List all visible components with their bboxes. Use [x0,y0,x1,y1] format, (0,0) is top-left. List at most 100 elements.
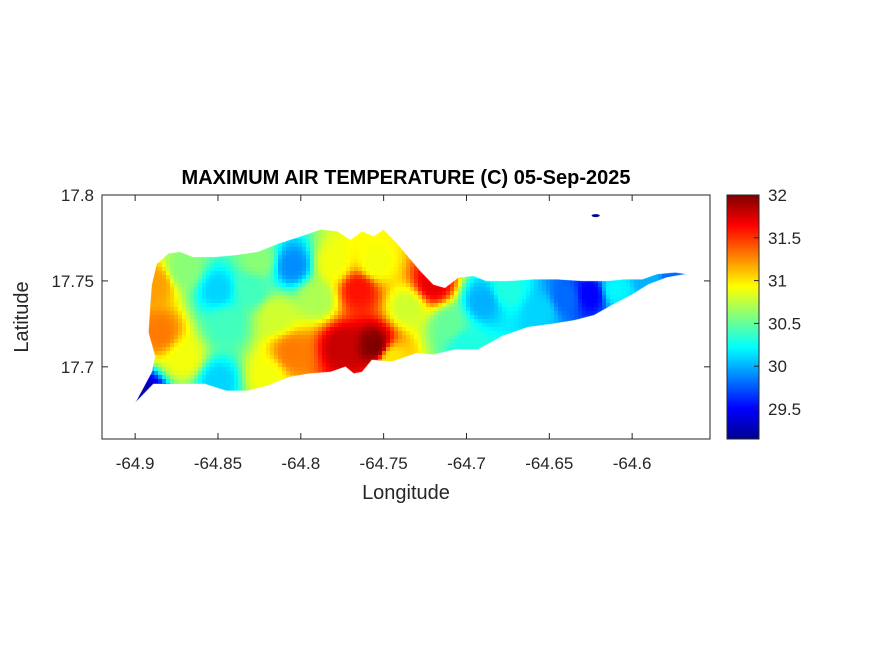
heat-cell [182,271,187,276]
heat-cell [366,243,371,248]
heat-cell [394,251,399,256]
heat-cell [454,287,459,292]
heat-cell [186,255,191,260]
heat-cell [418,271,423,276]
heat-cell [234,295,239,300]
heat-cell [198,287,203,292]
heat-cell [526,295,531,300]
heat-cell [374,239,379,244]
heat-cell [322,347,327,352]
heat-cell [342,351,347,356]
heat-cell [390,303,395,308]
heat-cell [182,347,187,352]
heat-cell [162,271,167,276]
heat-cell [266,371,271,376]
heat-cell [306,331,311,336]
heat-cell [430,311,435,316]
heat-cell [482,299,487,304]
heat-cell [294,343,299,348]
heat-cell [350,283,355,288]
heat-cell [234,279,239,284]
heat-cell [382,355,387,360]
heat-cell [194,363,199,368]
heat-cell [194,351,199,356]
heat-cell [218,363,223,368]
heat-cell [262,323,267,328]
heat-cell [154,367,159,372]
heat-cell [362,351,367,356]
heat-cell [502,311,507,316]
heat-cell [238,367,243,372]
heat-cell [254,271,259,276]
heat-cell [170,283,175,288]
heat-cell [258,263,263,268]
heat-cell [346,247,351,252]
heat-cell [374,251,379,256]
heat-cell [450,299,455,304]
heat-cell [510,319,515,324]
heat-cell [170,339,175,344]
heat-cell [454,279,459,284]
heat-cell [238,355,243,360]
heat-cell [254,311,259,316]
heat-cell [218,311,223,316]
heat-cell [202,275,207,280]
heat-cell [190,371,195,376]
heat-cell [162,371,167,376]
heat-cell [242,299,247,304]
heat-cell [154,347,159,352]
heat-cell [522,319,527,324]
heat-cell [294,339,299,344]
heat-cell [202,295,207,300]
heat-cell [494,291,499,296]
heat-cell [222,375,227,380]
heat-cell [514,319,519,324]
heat-cell [166,343,171,348]
heat-cell [454,339,459,344]
heat-cell [158,359,163,364]
heat-cell [162,339,167,344]
heat-cell [294,247,299,252]
heat-cell [414,347,419,352]
heat-cell [190,331,195,336]
heat-cell [374,307,379,312]
heat-cell [154,351,159,356]
heat-cell [426,339,431,344]
heat-cell [486,311,491,316]
heat-cell [358,351,363,356]
heat-cell [498,287,503,292]
heat-cell [518,295,523,300]
heat-cell [382,271,387,276]
heat-cell [230,259,235,264]
heat-cell [346,363,351,368]
heat-cell [358,243,363,248]
heat-cell [206,303,211,308]
heat-cell [294,315,299,320]
heat-cell [530,323,535,328]
heat-cell [302,243,307,248]
heat-cell [218,267,223,272]
heat-cell [218,263,223,268]
heat-cell [170,355,175,360]
heat-cell [334,303,339,308]
heat-cell [302,287,307,292]
heat-cell [270,259,275,264]
heat-cell [182,331,187,336]
heat-cell [226,311,231,316]
heat-cell [374,235,379,240]
heat-cell [490,283,495,288]
heat-cell [182,259,187,264]
heat-cell [274,327,279,332]
heat-cell [466,327,471,332]
heat-cell [294,363,299,368]
heat-cell [206,311,211,316]
heat-cell [314,255,319,260]
heat-cell [162,379,167,384]
heat-cell [158,343,163,348]
heat-cell [210,275,215,280]
heat-cell [354,243,359,248]
heat-cell [174,291,179,296]
heat-cell [150,371,155,376]
heat-cell [358,275,363,280]
heat-cell [286,271,291,276]
